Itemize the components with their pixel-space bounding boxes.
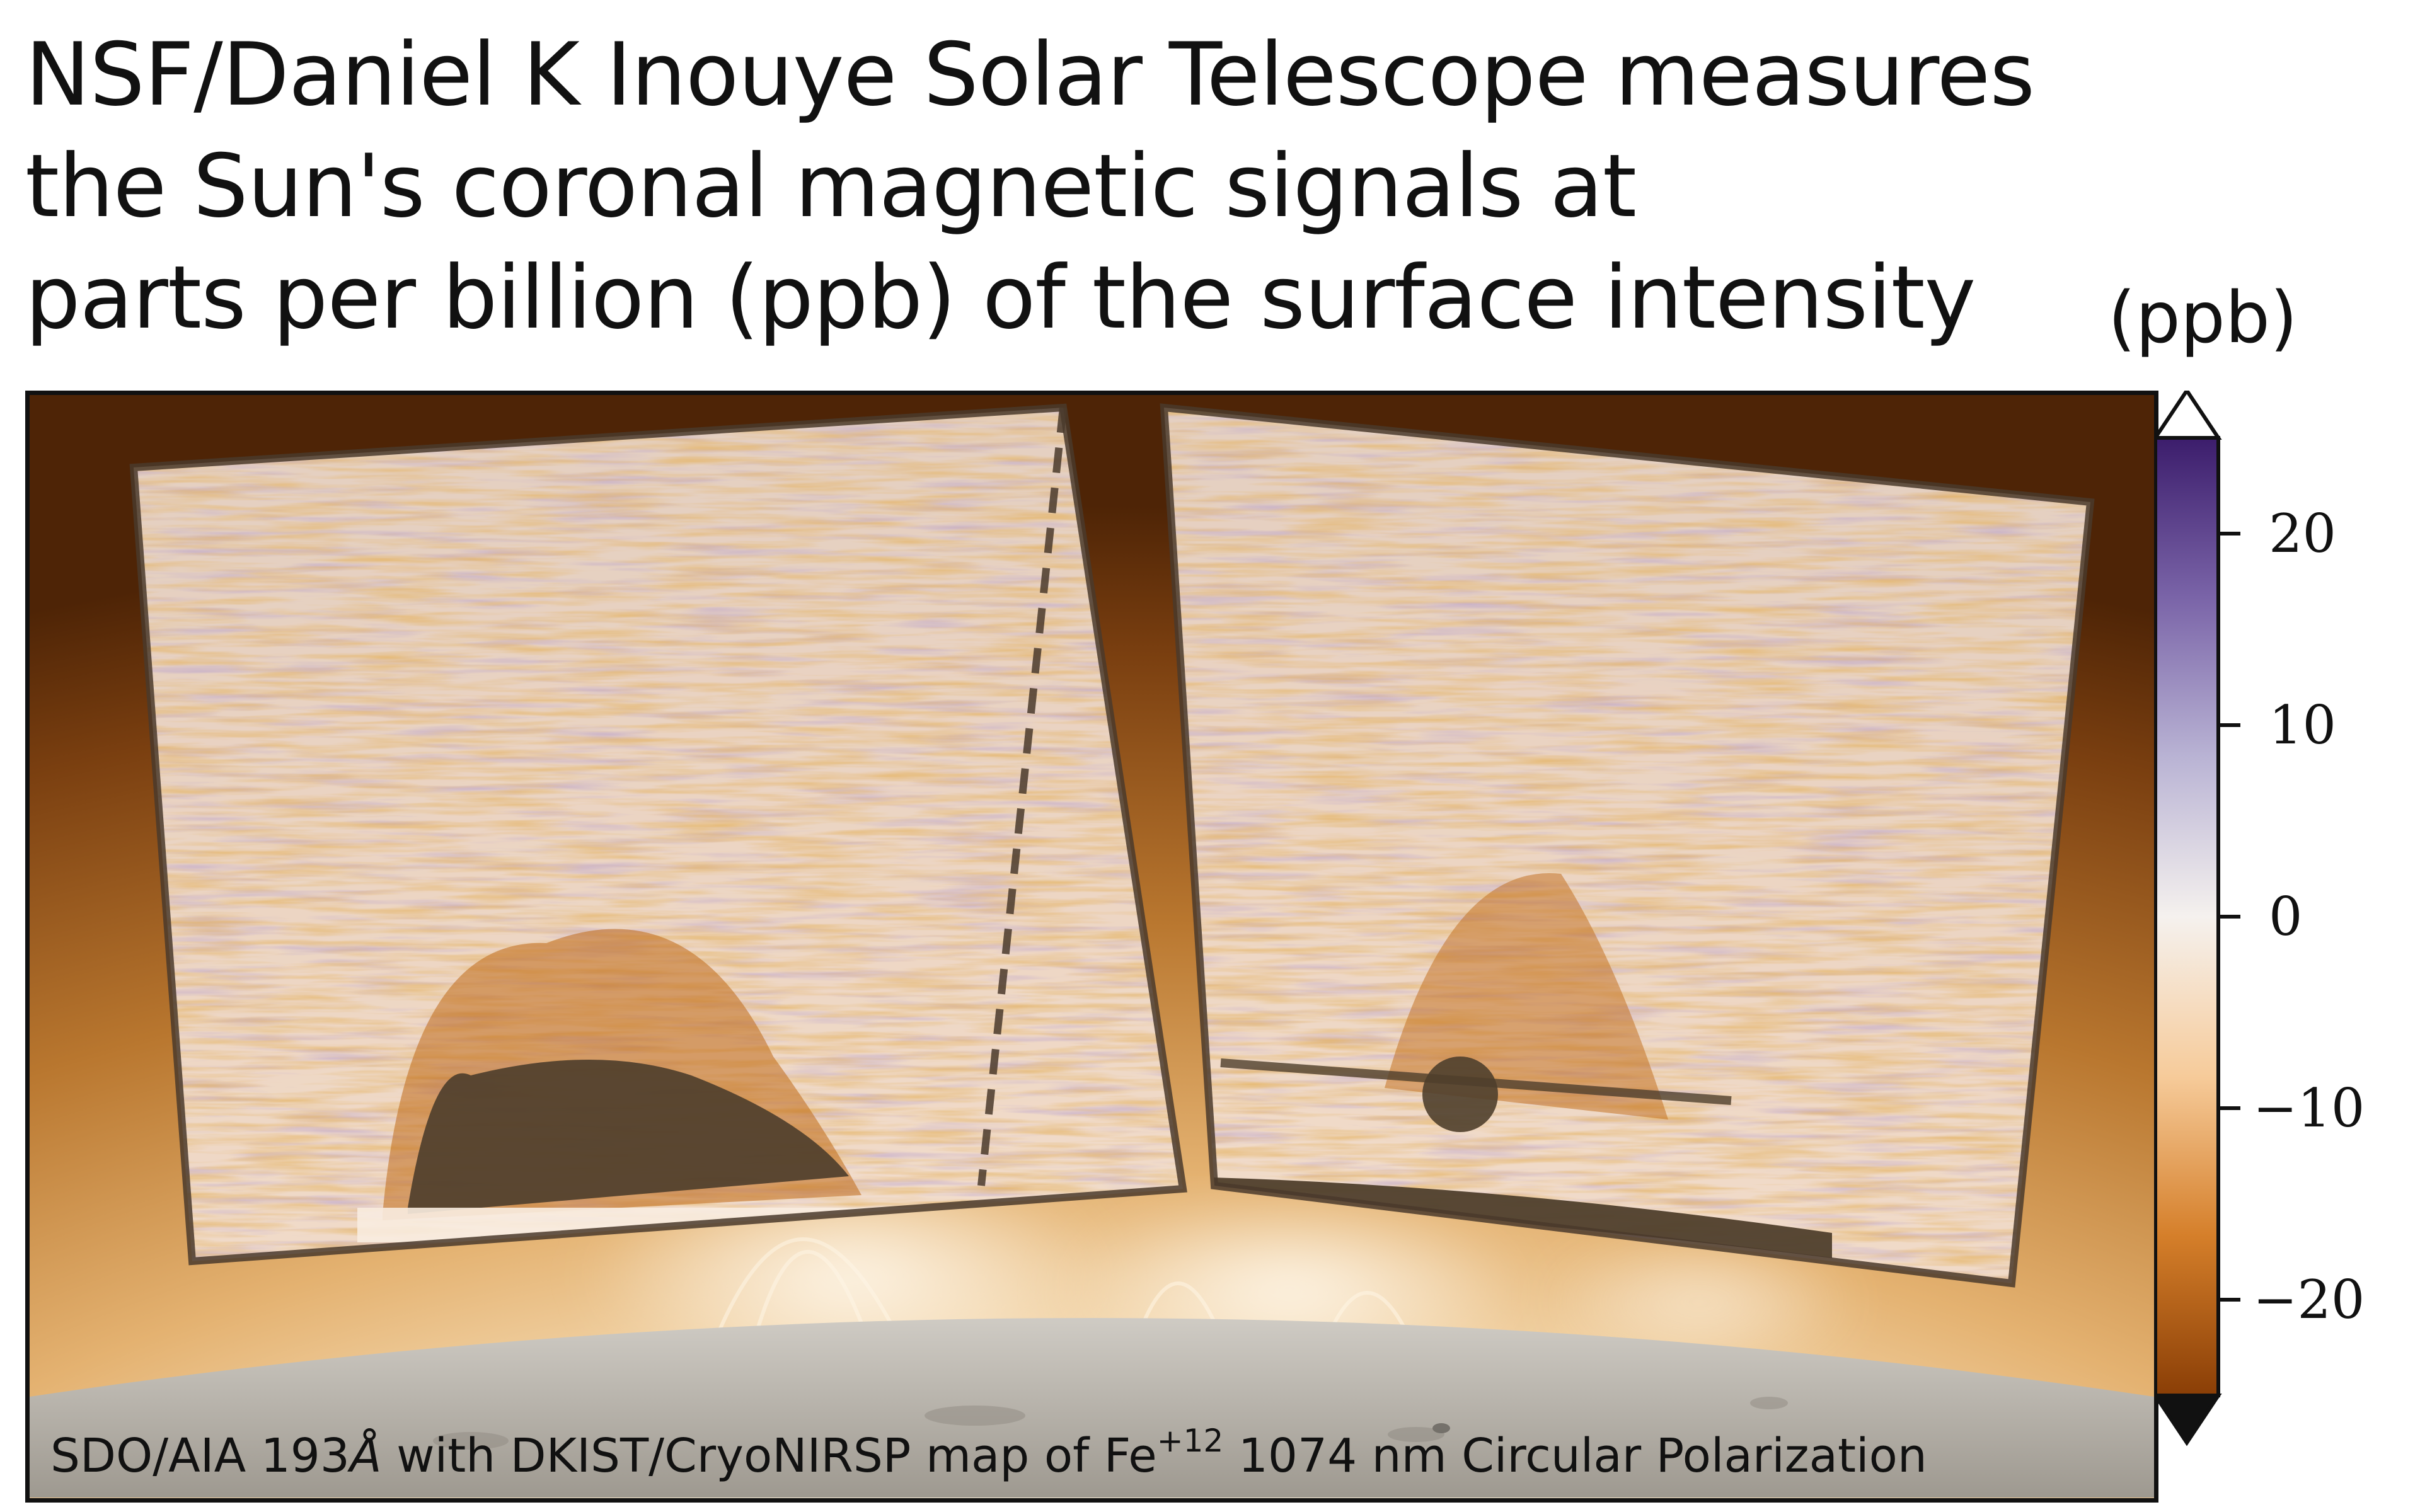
headline-line-1: NSF/Daniel K Inouye Solar Telescope meas… bbox=[25, 24, 2035, 125]
headline-line-3: parts per billion (ppb) of the surface i… bbox=[25, 247, 1976, 348]
caption-middle: with DKIST/CryoNIRSP map of Fe bbox=[381, 1429, 1157, 1483]
solar-image-graphic bbox=[30, 395, 2154, 1498]
headline-line-2: the Sun's coronal magnetic signals at bbox=[25, 135, 1637, 237]
image-caption: SDO/AIA 193Å with DKIST/CryoNIRSP map of… bbox=[50, 1423, 1927, 1483]
colorbar-tick-label: −20 bbox=[2253, 1269, 2365, 1331]
colorbar-unit-label: (ppb) bbox=[2108, 277, 2298, 359]
colorbar-extend-min bbox=[2155, 1394, 2222, 1446]
colorbar-tick-label: 0 bbox=[2269, 886, 2303, 948]
caption-suffix: 1074 nm Circular Polarization bbox=[1223, 1429, 1927, 1483]
caption-ion-superscript: +12 bbox=[1156, 1423, 1224, 1459]
caption-prefix: SDO/AIA 193 bbox=[50, 1429, 350, 1483]
colorbar bbox=[2155, 391, 2240, 1446]
colorbar-tick-label: 20 bbox=[2269, 503, 2336, 564]
solar-image bbox=[25, 391, 2158, 1503]
colorbar-bar bbox=[2155, 436, 2220, 1397]
colorbar-extend-max bbox=[2155, 391, 2222, 440]
headline: NSF/Daniel K Inouye Solar Telescope meas… bbox=[25, 19, 2105, 353]
caption-wavelength-unit: Å bbox=[349, 1429, 382, 1483]
colorbar-tick-label: −10 bbox=[2253, 1077, 2365, 1139]
colorbar-tick-label: 10 bbox=[2269, 694, 2336, 756]
colorbar-ticks bbox=[2218, 532, 2240, 1302]
